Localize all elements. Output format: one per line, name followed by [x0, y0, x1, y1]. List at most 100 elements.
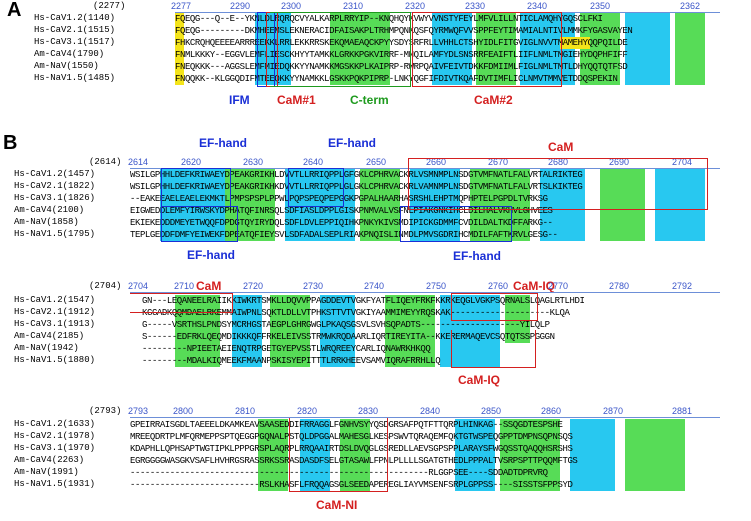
panel-b-letter: B	[3, 132, 18, 154]
ifm-label: IFM	[229, 93, 250, 107]
panel-d-start: (2793)	[89, 406, 122, 416]
tick: 2690	[609, 157, 630, 167]
sequence-label: Hs-CaV3.1(1970)	[14, 443, 96, 453]
sequence: KGGADKQQMDAELRKEMMAIWPNLSQKTLDLLVTPHKSTT…	[142, 308, 570, 318]
sequence: EIGWEDDLEMFYIRWSKYDPHATQFINRSQLSDFIASLDP…	[130, 206, 553, 216]
sequence-label: Hs-CaV3.1(1826)	[14, 193, 96, 203]
sequence: EKIEKEDDDMEYETWQQFDPDGTQYIRYDQLSDFLDVLEP…	[130, 218, 553, 228]
sequence-label: Hs-CaV2.1(1822)	[14, 181, 96, 191]
sequence: S------EDFRKLQEQMDIKKKQFFRKELEIVSSTRMWKR…	[142, 332, 555, 342]
ef-hand-label-2: EF-hand	[328, 136, 376, 150]
cam1-label: CaM#1	[277, 93, 316, 107]
sequence-label: Hs-NaV1.5(1795)	[14, 229, 96, 239]
cam-iq-label-1: CaM-IQ	[513, 279, 555, 293]
cterm-label: C-term	[350, 93, 389, 107]
panel-c-ruler	[130, 292, 720, 293]
sequence-label: Hs-CaV2.1(1515)	[34, 25, 116, 35]
tick: 2340	[527, 1, 548, 11]
sequence-label: Am-NaV(1942)	[14, 343, 79, 353]
tick: 2640	[303, 157, 324, 167]
sequence-label: Hs-CaV1.2(1457)	[14, 169, 96, 179]
sequence-label: Am-NaV(1858)	[14, 217, 79, 227]
tick: 2310	[343, 1, 364, 11]
tick: 2881	[672, 406, 693, 416]
cam-label-c: CaM	[196, 279, 222, 293]
sequence-label: Hs-CaV1.2(1633)	[14, 419, 96, 429]
sequence-label: Hs-CaV2.1(1912)	[14, 307, 96, 317]
tick: 2614	[128, 157, 149, 167]
panel-c-start: (2704)	[89, 281, 122, 291]
tick: 2330	[465, 1, 486, 11]
sequence-label: Hs-NaV1.5(1880)	[14, 355, 96, 365]
sequence: FNQQKK--KLGGQDIFMTEEQKKYYNAMKKLGSKKPQKPI…	[175, 74, 618, 84]
tick: 2650	[366, 157, 387, 167]
tick: 2320	[405, 1, 426, 11]
sequence-label: Am-CaV4(2185)	[14, 331, 85, 341]
tick: 2860	[541, 406, 562, 416]
sequence: G-----VSRTHSLPNDSYMCRHGSTAEGPLGHRGWGLPKA…	[142, 320, 550, 330]
tick: 2780	[609, 281, 630, 291]
sequence-label: Am-CaV4(1790)	[34, 49, 105, 59]
sequence: ---------NPIEETAEIENQTRPGETGYEPVSSTLWRQR…	[142, 344, 431, 354]
panel-b-ruler	[130, 168, 720, 169]
sequence: KDAPHLLQPHSAPTWGTIPKLPPPGRSPLAQRPLRRQAAI…	[130, 444, 573, 454]
cam-ni-label: CaM-NI	[316, 498, 358, 512]
sequence-label: Am-CaV4(2263)	[14, 455, 85, 465]
tick: 2277	[171, 1, 192, 11]
tick: 2350	[590, 1, 611, 11]
panel-a-letter: A	[7, 0, 22, 21]
sequence: FQEQG---Q--E--YKNLDLRQRQCVYALKARPLRRYIP-…	[175, 14, 603, 24]
ef-hand-label-4: EF-hand	[453, 249, 501, 263]
tick: 2290	[230, 1, 251, 11]
sequence: FNEQKKK---AGGSLEMFMIEDQKKYYNAMKKMGSKKPLK…	[175, 62, 628, 72]
tick: 2830	[358, 406, 379, 416]
sequence-label: Hs-NaV1.5(1931)	[14, 479, 96, 489]
tick: 2362	[680, 1, 701, 11]
panel-d-ruler	[130, 417, 720, 418]
tick: 2704	[672, 157, 693, 167]
ef-hand-label-1: EF-hand	[199, 136, 247, 150]
sequence-label: Hs-CaV2.1(1978)	[14, 431, 96, 441]
tick: 2770	[548, 281, 569, 291]
tick: 2750	[426, 281, 447, 291]
cam-label-b: CaM	[548, 140, 574, 154]
tick: 2720	[243, 281, 264, 291]
sequence-label: Am-NaV(1550)	[34, 61, 99, 71]
sequence: FQEQG---------DKMHEEMSLEKNERACIDFAISAKPL…	[175, 26, 633, 36]
tick: 2670	[488, 157, 509, 167]
sequence: GPEIRRAISGDLTAEEELDKAMKEAVSAASEDDIFRRAGG…	[130, 420, 563, 430]
tick: 2792	[672, 281, 693, 291]
sequence: MREEQDRTPLMFQRMEPPSPTQEGGPGQNALPSTQLDPGG…	[130, 432, 573, 442]
tick: 2850	[481, 406, 502, 416]
sequence: EGRGGGGWASGKVSAFLHVHRGSRASSRKSSRASDASDFS…	[130, 456, 578, 466]
sequence-label: Hs-CaV1.2(1547)	[14, 295, 96, 305]
tick: 2800	[173, 406, 194, 416]
tick: 2740	[364, 281, 385, 291]
tick: 2620	[181, 157, 202, 167]
sequence: --EAKEEAELEAELEKMKTLPMPSPSPLPPWLPQPSPEQP…	[130, 194, 548, 204]
tick: 2810	[235, 406, 256, 416]
tick: 2820	[297, 406, 318, 416]
cam2-label: CaM#2	[474, 93, 513, 107]
sequence: TEPLGEDDFDMFYEIWEKFDPEATQFIEYSVLSDFADALS…	[130, 230, 558, 240]
tick: 2680	[548, 157, 569, 167]
tick: 2870	[603, 406, 624, 416]
sequence: GN---LEQANEELRAIIKKIWKRTSMKLLDQVVPPAGDDE…	[142, 296, 585, 306]
sequence-label: Am-CaV4(2100)	[14, 205, 85, 215]
cam-iq-label-2: CaM-IQ	[458, 373, 500, 387]
sequence: --------------------------RSLKHASFLFRQQA…	[130, 480, 573, 490]
tick: 2704	[128, 281, 149, 291]
sequence: FNMLKKKY--EGGVLEMFLIESCKHYYTAMKKLGRKKPGK…	[175, 50, 628, 60]
sequence-label: Am-NaV(1991)	[14, 467, 79, 477]
ef-hand-label-3: EF-hand	[187, 248, 235, 262]
sequence: WSILGPHHLDEFKRIWAEYDPEAKGRIKHKDVVTLLRRIQ…	[130, 182, 583, 192]
sequence-label: Hs-CaV1.2(1140)	[34, 13, 116, 23]
tick: 2730	[303, 281, 324, 291]
tick: 2840	[420, 406, 441, 416]
tick: 2660	[426, 157, 447, 167]
panel-b-start: (2614)	[89, 157, 122, 167]
tick: 2793	[128, 406, 149, 416]
sequence-label: Hs-CaV3.1(1913)	[14, 319, 96, 329]
tick: 2630	[243, 157, 264, 167]
sequence: FHKCRQHQEEEEARRREEKKLRRLEKKRRSKEKQMAEAQC…	[175, 38, 628, 48]
